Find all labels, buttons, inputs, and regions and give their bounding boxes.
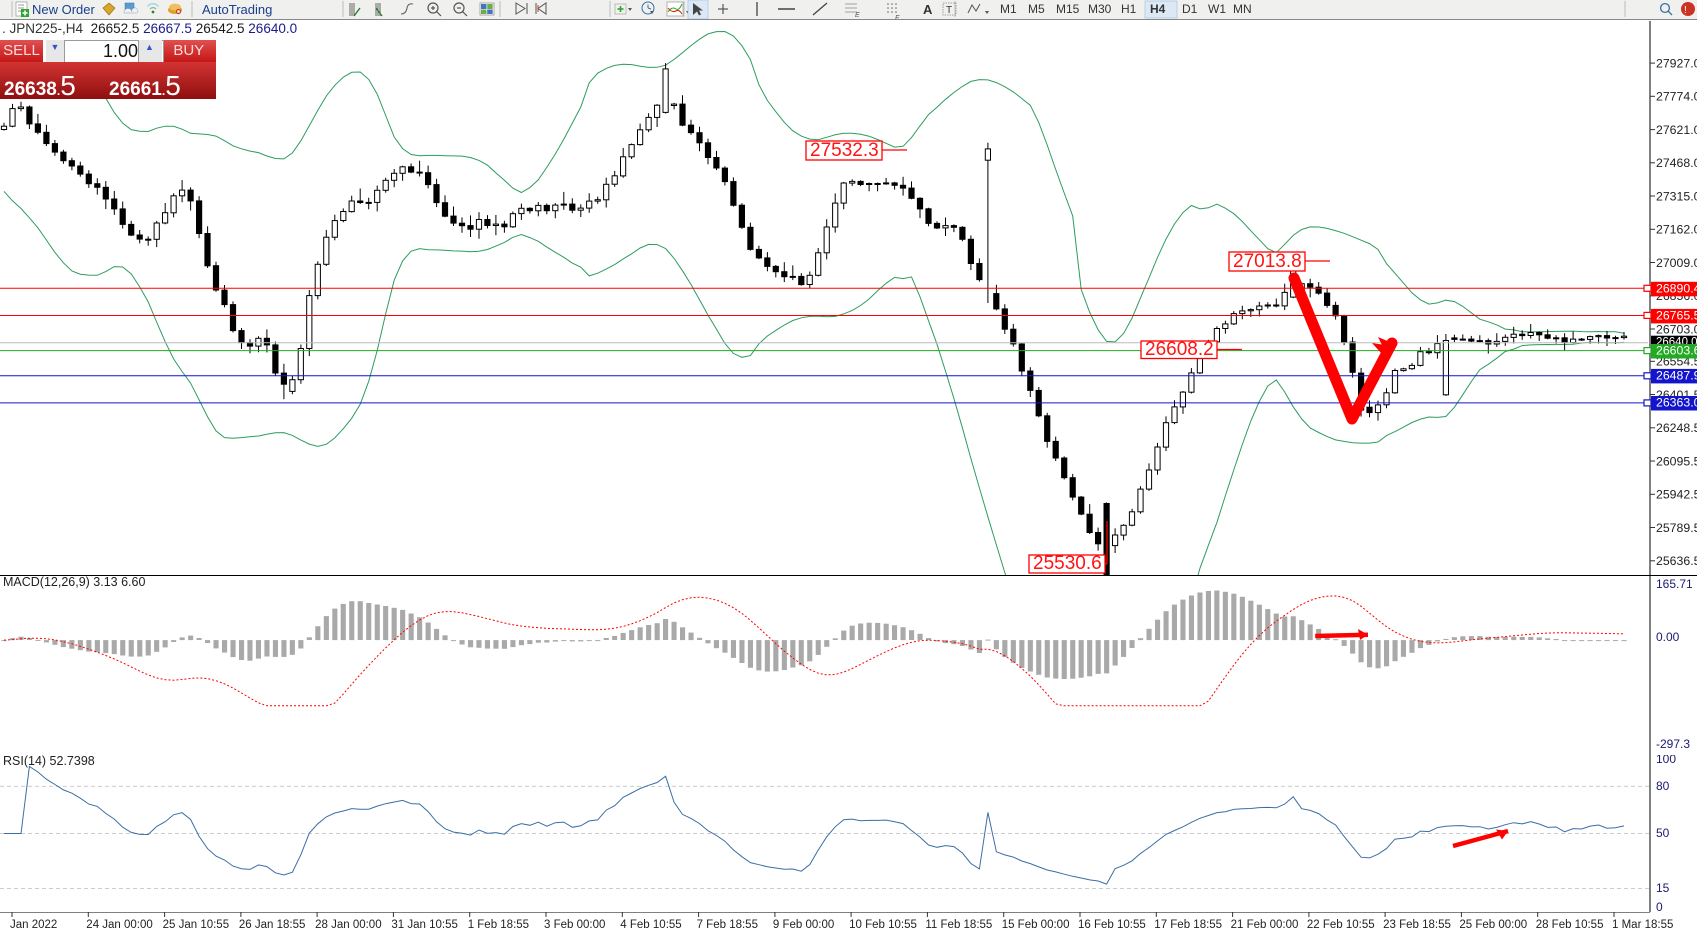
svg-text:15: 15	[1656, 881, 1670, 895]
svg-text:A: A	[923, 2, 933, 17]
svg-text:1 Mar 18:55: 1 Mar 18:55	[1612, 919, 1673, 931]
svg-text:25 Feb 00:00: 25 Feb 00:00	[1459, 919, 1527, 931]
svg-text:21 Feb 00:00: 21 Feb 00:00	[1231, 919, 1299, 931]
svg-text:26608.2: 26608.2	[1145, 339, 1214, 360]
svg-text:28 Feb 10:55: 28 Feb 10:55	[1536, 919, 1604, 931]
svg-text:M5: M5	[1028, 2, 1045, 16]
svg-text:-297.3: -297.3	[1656, 737, 1690, 751]
svg-text:27532.3: 27532.3	[810, 140, 879, 161]
svg-text:26 Jan 18:55: 26 Jan 18:55	[239, 919, 306, 931]
svg-text:80: 80	[1656, 779, 1670, 793]
svg-text:24 Jan 00:00: 24 Jan 00:00	[86, 919, 153, 931]
svg-text:26487.9: 26487.9	[1656, 368, 1697, 382]
svg-text:25942.5: 25942.5	[1656, 488, 1697, 502]
svg-text:!: !	[1684, 5, 1687, 16]
svg-text:AutoTrading: AutoTrading	[202, 2, 272, 17]
svg-text:27162.0: 27162.0	[1656, 223, 1697, 237]
svg-text:MACD(12,26,9) 3.13 6.60: MACD(12,26,9) 3.13 6.60	[3, 576, 145, 589]
svg-text:22 Feb 10:55: 22 Feb 10:55	[1307, 919, 1375, 931]
svg-text:H4: H4	[1150, 2, 1166, 16]
svg-text:27774.0: 27774.0	[1656, 90, 1697, 104]
svg-text:Jan 2022: Jan 2022	[10, 919, 57, 931]
svg-text:M30: M30	[1088, 2, 1112, 16]
svg-text:26703.0: 26703.0	[1656, 322, 1697, 336]
svg-text:100: 100	[1656, 755, 1676, 766]
svg-text:25530.6: 25530.6	[1033, 553, 1102, 574]
svg-text:7 Feb 18:55: 7 Feb 18:55	[697, 919, 758, 931]
svg-text:New Order: New Order	[32, 2, 96, 17]
svg-text:27468.0: 27468.0	[1656, 156, 1697, 170]
svg-text:10 Feb 10:55: 10 Feb 10:55	[849, 919, 917, 931]
svg-text:25636.5: 25636.5	[1656, 554, 1697, 568]
svg-text:50: 50	[1656, 826, 1670, 840]
svg-text:D1: D1	[1182, 2, 1198, 16]
svg-text:9 Feb 00:00: 9 Feb 00:00	[773, 919, 834, 931]
svg-text:27013.8: 27013.8	[1233, 251, 1302, 272]
svg-text:27621.0: 27621.0	[1656, 123, 1697, 137]
svg-text:0.00: 0.00	[1656, 630, 1680, 644]
svg-text:27315.0: 27315.0	[1656, 189, 1697, 203]
svg-text:4 Feb 10:55: 4 Feb 10:55	[620, 919, 681, 931]
svg-text:M1: M1	[1000, 2, 1017, 16]
svg-text:26603.6: 26603.6	[1656, 344, 1697, 358]
svg-text:25 Jan 10:55: 25 Jan 10:55	[163, 919, 230, 931]
svg-text:27009.0: 27009.0	[1656, 256, 1697, 270]
svg-text:H1: H1	[1121, 2, 1137, 16]
svg-text:23 Feb 18:55: 23 Feb 18:55	[1383, 919, 1451, 931]
svg-text:26890.4: 26890.4	[1656, 281, 1697, 295]
svg-text:28 Jan 00:00: 28 Jan 00:00	[315, 919, 382, 931]
svg-text:26248.5: 26248.5	[1656, 421, 1697, 435]
svg-text:1 Feb 18:55: 1 Feb 18:55	[468, 919, 529, 931]
svg-text:165.71: 165.71	[1656, 577, 1693, 591]
svg-text:T: T	[946, 5, 952, 16]
svg-text:31 Jan 10:55: 31 Jan 10:55	[391, 919, 458, 931]
svg-text:11 Feb 18:55: 11 Feb 18:55	[925, 919, 992, 931]
svg-text:M15: M15	[1056, 2, 1080, 16]
svg-text:E: E	[855, 12, 860, 19]
svg-text:RSI(14) 52.7398: RSI(14) 52.7398	[3, 755, 95, 768]
svg-text:26363.0: 26363.0	[1656, 396, 1697, 410]
svg-text:0: 0	[1656, 900, 1663, 912]
svg-text:W1: W1	[1208, 2, 1226, 16]
svg-text:26095.5: 26095.5	[1656, 454, 1697, 468]
svg-text:15 Feb 00:00: 15 Feb 00:00	[1002, 919, 1070, 931]
svg-text:25789.5: 25789.5	[1656, 521, 1697, 535]
svg-text:26765.5: 26765.5	[1656, 308, 1697, 322]
svg-text:17 Feb 18:55: 17 Feb 18:55	[1154, 919, 1222, 931]
svg-text:16 Feb 10:55: 16 Feb 10:55	[1078, 919, 1146, 931]
svg-text:3 Feb 00:00: 3 Feb 00:00	[544, 919, 605, 931]
svg-text:MN: MN	[1233, 2, 1252, 16]
svg-text:27927.0: 27927.0	[1656, 57, 1697, 71]
